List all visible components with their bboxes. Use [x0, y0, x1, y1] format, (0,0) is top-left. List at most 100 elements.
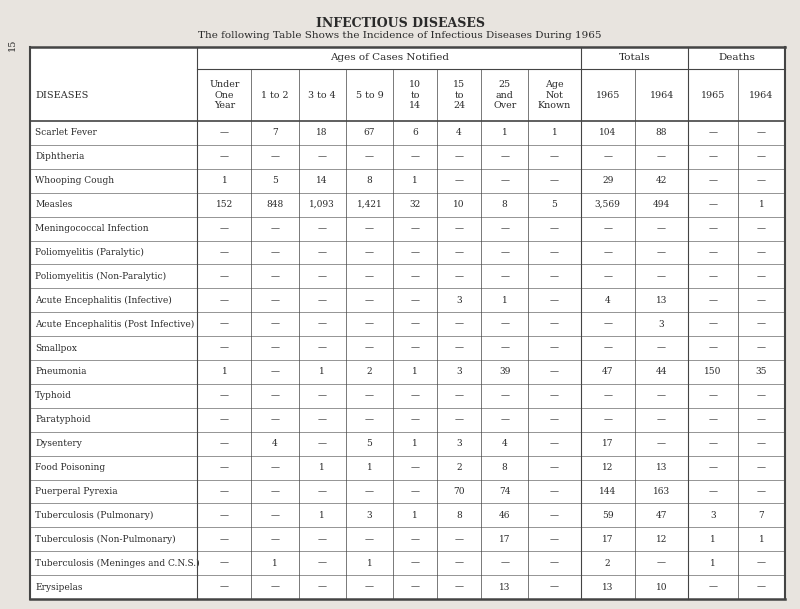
Text: Totals: Totals [619, 54, 650, 63]
Text: —: — [603, 343, 612, 353]
Text: 15
to
24: 15 to 24 [453, 80, 465, 110]
Text: 4: 4 [502, 439, 507, 448]
Text: —: — [220, 343, 229, 353]
Text: —: — [709, 463, 718, 472]
Text: 3: 3 [456, 367, 462, 376]
Text: 13: 13 [656, 296, 667, 304]
Text: 1: 1 [319, 367, 325, 376]
Text: —: — [365, 487, 374, 496]
Text: —: — [410, 392, 419, 400]
Text: 4: 4 [272, 439, 278, 448]
Text: —: — [454, 343, 463, 353]
Text: 5 to 9: 5 to 9 [355, 91, 383, 99]
Text: —: — [410, 272, 419, 281]
Text: 17: 17 [602, 535, 614, 544]
Text: 17: 17 [602, 439, 614, 448]
Text: 1: 1 [412, 439, 418, 448]
Text: —: — [550, 392, 559, 400]
Text: —: — [220, 535, 229, 544]
Text: —: — [410, 535, 419, 544]
Text: 7: 7 [272, 128, 278, 138]
Text: 15: 15 [7, 39, 17, 51]
Text: —: — [709, 200, 718, 209]
Text: —: — [550, 152, 559, 161]
Text: —: — [757, 128, 766, 138]
Text: Diphtheria: Diphtheria [35, 152, 84, 161]
Text: —: — [657, 415, 666, 424]
Text: —: — [550, 583, 559, 591]
Text: —: — [318, 392, 326, 400]
Text: 8: 8 [502, 463, 507, 472]
Text: —: — [454, 583, 463, 591]
Text: —: — [603, 224, 612, 233]
Text: —: — [550, 439, 559, 448]
Text: —: — [709, 248, 718, 257]
Text: 3: 3 [456, 439, 462, 448]
Text: —: — [318, 224, 326, 233]
Text: —: — [757, 392, 766, 400]
Text: —: — [454, 248, 463, 257]
Text: —: — [757, 487, 766, 496]
Text: —: — [270, 583, 279, 591]
Text: 13: 13 [602, 583, 614, 591]
Text: 12: 12 [602, 463, 614, 472]
Text: 10
to
14: 10 to 14 [409, 80, 421, 110]
Text: 1 to 2: 1 to 2 [261, 91, 289, 99]
Text: —: — [365, 415, 374, 424]
Text: 144: 144 [599, 487, 616, 496]
Text: —: — [603, 272, 612, 281]
Text: —: — [318, 415, 326, 424]
Text: —: — [454, 176, 463, 185]
Text: Poliomyelitis (Non-Paralytic): Poliomyelitis (Non-Paralytic) [35, 272, 166, 281]
Text: 42: 42 [656, 176, 667, 185]
Text: —: — [709, 272, 718, 281]
Text: —: — [603, 415, 612, 424]
Text: —: — [410, 415, 419, 424]
Text: 1: 1 [222, 367, 227, 376]
Text: —: — [365, 343, 374, 353]
Text: 848: 848 [266, 200, 283, 209]
Text: —: — [757, 224, 766, 233]
Text: —: — [270, 535, 279, 544]
Text: Tuberculosis (Meninges and C.N.S.): Tuberculosis (Meninges and C.N.S.) [35, 558, 200, 568]
Text: —: — [709, 152, 718, 161]
Text: —: — [500, 176, 509, 185]
Text: —: — [410, 487, 419, 496]
Text: —: — [410, 296, 419, 304]
Text: —: — [454, 272, 463, 281]
Text: 47: 47 [656, 511, 667, 520]
Text: —: — [454, 224, 463, 233]
Text: —: — [757, 152, 766, 161]
Text: —: — [500, 152, 509, 161]
Text: Typhoid: Typhoid [35, 392, 72, 400]
Text: —: — [757, 296, 766, 304]
Text: —: — [220, 439, 229, 448]
Text: 1965: 1965 [595, 91, 620, 99]
Text: —: — [365, 272, 374, 281]
Text: —: — [500, 224, 509, 233]
Text: —: — [709, 583, 718, 591]
Text: —: — [550, 296, 559, 304]
Text: —: — [500, 320, 509, 329]
Text: Smallpox: Smallpox [35, 343, 77, 353]
Text: —: — [318, 152, 326, 161]
Text: —: — [550, 248, 559, 257]
Text: —: — [550, 558, 559, 568]
Text: Pneumonia: Pneumonia [35, 367, 86, 376]
Text: —: — [657, 248, 666, 257]
Text: —: — [657, 152, 666, 161]
Text: 12: 12 [656, 535, 667, 544]
Text: 1: 1 [412, 176, 418, 185]
Text: —: — [220, 296, 229, 304]
Text: 4: 4 [456, 128, 462, 138]
Text: 29: 29 [602, 176, 614, 185]
Text: —: — [709, 176, 718, 185]
Text: 1: 1 [319, 463, 325, 472]
Text: —: — [410, 152, 419, 161]
Text: 150: 150 [705, 367, 722, 376]
Text: 13: 13 [656, 463, 667, 472]
Text: Puerperal Pyrexia: Puerperal Pyrexia [35, 487, 118, 496]
Text: Scarlet Fever: Scarlet Fever [35, 128, 97, 138]
Text: 1: 1 [272, 558, 278, 568]
Text: —: — [500, 272, 509, 281]
